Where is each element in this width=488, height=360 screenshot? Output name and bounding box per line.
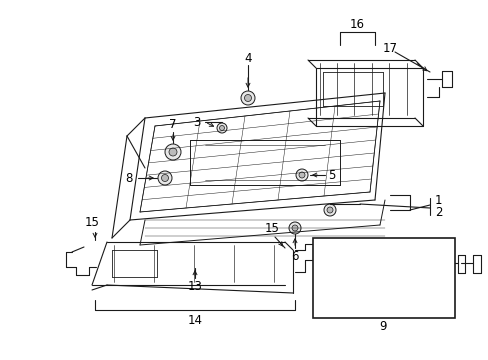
Text: 15: 15 xyxy=(264,221,279,234)
Circle shape xyxy=(169,148,177,156)
Circle shape xyxy=(158,171,172,185)
Text: 16: 16 xyxy=(349,18,364,31)
Circle shape xyxy=(219,126,224,131)
Text: 11: 11 xyxy=(382,303,397,316)
Circle shape xyxy=(241,91,254,105)
Text: 10: 10 xyxy=(357,303,372,316)
Text: 8: 8 xyxy=(125,171,132,185)
Text: 9: 9 xyxy=(379,320,386,333)
Bar xyxy=(312,238,454,318)
Text: 1: 1 xyxy=(434,194,442,207)
Circle shape xyxy=(298,172,305,178)
Circle shape xyxy=(295,169,307,181)
Text: 3: 3 xyxy=(193,116,200,129)
Text: 4: 4 xyxy=(244,51,251,64)
Text: 14: 14 xyxy=(187,314,202,327)
Circle shape xyxy=(291,225,297,231)
Text: 2: 2 xyxy=(434,206,442,219)
Text: 7: 7 xyxy=(169,117,176,131)
Circle shape xyxy=(164,144,181,160)
Circle shape xyxy=(217,123,226,133)
Circle shape xyxy=(288,222,301,234)
Circle shape xyxy=(324,204,335,216)
Text: 12: 12 xyxy=(439,246,454,258)
Text: 15: 15 xyxy=(84,216,99,229)
Text: 6: 6 xyxy=(291,249,298,262)
Text: 17: 17 xyxy=(382,41,397,54)
Circle shape xyxy=(326,207,332,213)
Circle shape xyxy=(244,94,251,102)
Text: 13: 13 xyxy=(187,279,202,292)
Circle shape xyxy=(161,175,168,181)
Text: 5: 5 xyxy=(327,168,335,181)
